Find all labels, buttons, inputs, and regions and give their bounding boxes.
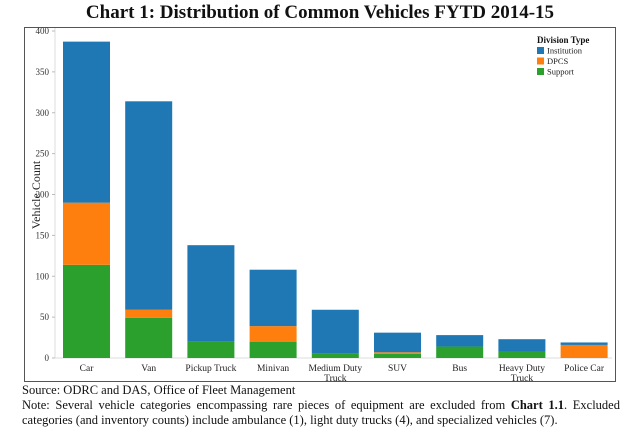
y-tick-label: 200 [36,190,50,200]
bar-dpcs-car [63,202,110,265]
legend-title: Division Type [537,35,589,45]
x-tick-label: Medium Duty Truck [309,364,363,384]
bar-support-car [63,264,110,358]
x-tick-label: Police Car [564,364,605,374]
x-tick-label: Minivan [257,364,289,374]
bar-institution-suv [374,332,421,353]
legend-swatch-support [537,68,544,75]
x-tick-label: Van [141,364,156,374]
legend-swatch-institution [537,47,544,54]
bar-institution-police-car [560,342,608,345]
x-tick-label: Pickup Truck [185,364,236,374]
x-tick-label: Heavy Duty Truck [499,364,545,384]
y-tick-label: 250 [36,149,50,159]
legend-label-institution: Institution [547,46,583,56]
bars [63,41,608,358]
footnote: Note: Several vehicle categories encompa… [22,398,620,428]
bar-support-medium-duty-truck [311,353,359,358]
bar-dpcs-suv [374,352,421,354]
bar-institution-minivan [249,269,297,327]
source-note: Source: ODRC and DAS, Office of Fleet Ma… [22,383,296,397]
y-tick-label: 350 [36,67,50,77]
y-tick-label: 100 [36,271,50,281]
y-tick-label: 50 [40,312,50,322]
bar-support-van [125,317,173,358]
bar-institution-pickup-truck [187,245,235,342]
note-chart-ref: Chart 1.1 [510,398,565,412]
y-tick-label: 400 [36,26,50,36]
bar-institution-medium-duty-truck [311,309,359,354]
x-tick-label: Car [80,364,95,374]
y-tick-label: 300 [36,108,50,118]
legend-label-support: Support [547,67,575,77]
bar-support-heavy-duty-truck [498,351,546,358]
bar-dpcs-police-car [560,344,608,358]
bar-support-suv [374,353,421,358]
legend-swatch-dpcs [537,57,544,65]
y-tick-label: 0 [45,353,50,363]
x-tick-label: SUV [388,364,407,374]
bar-dpcs-minivan [249,326,297,342]
note-text-2: . Excluded categories (and inventory cou… [22,398,620,427]
x-axis-labels: Car Van Pickup Truck Minivan Medium Duty Truc… [80,364,605,384]
legend-label-dpcs: DPCS [547,56,569,66]
bar-institution-car [63,41,110,203]
chart-frame [24,27,616,382]
bar-institution-heavy-duty-truck [498,339,546,352]
bar-dpcs-van [125,309,173,318]
y-tick-label: 150 [36,230,50,240]
bar-support-bus [436,346,484,358]
bar-support-pickup-truck [187,341,235,358]
chart-title: Chart 1: Distribution of Common Vehicles… [85,2,555,23]
bar-support-minivan [249,341,297,358]
note-text-1: Note: Several vehicle categories encompa… [22,398,511,412]
bar-institution-bus [436,335,484,347]
y-axis-label: Vehicle Count [29,160,43,229]
x-tick-label: Bus [452,364,467,374]
bar-institution-van [125,101,173,310]
